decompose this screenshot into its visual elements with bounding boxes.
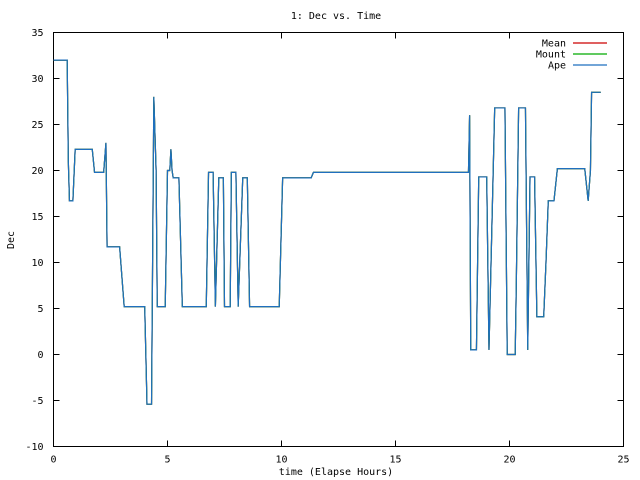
y-tick-label: 0 — [37, 350, 43, 361]
y-tick-label: 35 — [31, 28, 43, 39]
legend-label-ape: Ape — [548, 61, 566, 72]
series-layer — [53, 59, 601, 405]
x-tick-label: 25 — [617, 455, 629, 466]
x-tick-label: 5 — [164, 455, 170, 466]
x-tick-label: 15 — [389, 455, 401, 466]
plot-frame — [53, 32, 624, 447]
x-axis-ticks: 0 5 10 15 20 25 — [50, 32, 630, 466]
y-tick-label: -10 — [25, 442, 43, 453]
y-tick-label: 15 — [31, 212, 43, 223]
y-tick-label: 5 — [37, 304, 43, 315]
x-tick-label: 0 — [50, 455, 56, 466]
y-axis-label: Dec — [6, 231, 17, 249]
legend-label-mount: Mount — [536, 50, 566, 61]
y-tick-label: 30 — [31, 74, 43, 85]
y-tick-label: 10 — [31, 258, 43, 269]
y-tick-label: -5 — [31, 396, 43, 407]
x-tick-label: 20 — [503, 455, 515, 466]
y-tick-label: 25 — [31, 120, 43, 131]
x-axis-label: time (Elapse Hours) — [279, 467, 393, 478]
chart-title: 1: Dec vs. Time — [291, 11, 381, 22]
y-tick-label: 20 — [31, 166, 43, 177]
y-axis-ticks: -10 -5 0 5 10 15 20 25 30 35 — [25, 28, 624, 453]
series-line-ape — [53, 59, 601, 405]
x-tick-label: 10 — [275, 455, 287, 466]
legend-label-mean: Mean — [542, 39, 566, 50]
